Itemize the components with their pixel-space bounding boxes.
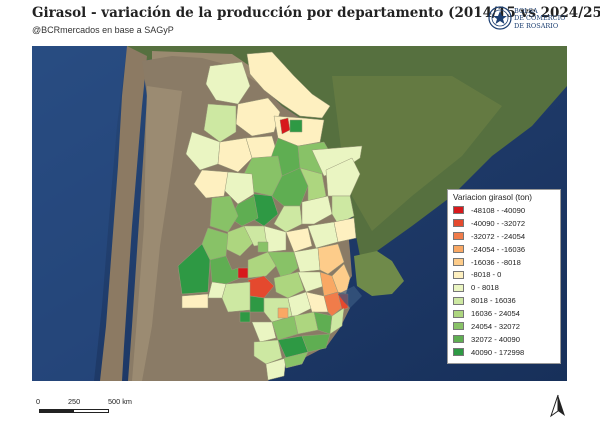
legend-item: -16036 - -8018	[453, 256, 555, 269]
department[interactable]	[257, 241, 269, 253]
scale-label: 0	[36, 397, 41, 406]
map-subtitle: @BCRmercados en base a SAGyP	[32, 25, 174, 35]
andes-chile	[100, 46, 147, 381]
legend-swatch	[453, 206, 464, 215]
department[interactable]	[217, 137, 253, 173]
department[interactable]	[277, 307, 289, 319]
legend-item: 40090 - 172998	[453, 346, 555, 359]
department[interactable]	[253, 339, 283, 365]
scale-label: 250	[68, 397, 81, 406]
department[interactable]	[285, 227, 313, 253]
legend-label: -16036 - -8018	[471, 257, 521, 267]
andes-foothills	[132, 86, 182, 381]
legend-title: Variacion girasol (ton)	[453, 193, 533, 202]
brand-line: DE COMERCIO	[514, 14, 566, 23]
legend-item: -24054 - -16036	[453, 243, 555, 256]
department[interactable]	[221, 281, 251, 313]
legend-label: -8018 - 0	[471, 270, 502, 280]
legend-swatch	[453, 296, 464, 305]
scale-bar-segment	[73, 409, 109, 413]
bcr-emblem-icon	[488, 6, 512, 30]
pacific-ocean	[32, 46, 127, 381]
legend-swatch	[453, 309, 464, 318]
department[interactable]	[273, 271, 305, 299]
legend-swatch	[453, 270, 464, 279]
legend-swatch	[453, 219, 464, 228]
map-title: Girasol - variación de la producción por…	[32, 5, 600, 21]
legend-label: 8018 - 16036	[471, 296, 516, 306]
department[interactable]	[293, 311, 319, 335]
department[interactable]	[239, 311, 251, 323]
map-legend: Variacion girasol (ton) -48108 - -40090-…	[447, 189, 561, 364]
legend-label: 40090 - 172998	[471, 347, 525, 357]
department[interactable]	[317, 243, 345, 275]
paraguay-brazil-forest	[332, 76, 502, 231]
map-canvas	[32, 46, 567, 381]
department[interactable]	[209, 195, 239, 233]
legend-label: 32072 - 40090	[471, 334, 520, 344]
department[interactable]	[265, 357, 287, 381]
department[interactable]	[185, 131, 221, 171]
legend-swatch	[453, 348, 464, 357]
map-view[interactable]	[32, 46, 567, 381]
legend-item: -40090 - -32072	[453, 217, 555, 230]
legend-item: 16036 - 24054	[453, 307, 555, 320]
rio-de-la-plata	[338, 286, 362, 308]
scale-label: 500 km	[108, 397, 132, 406]
uruguay	[354, 251, 404, 296]
legend-item: -8018 - 0	[453, 268, 555, 281]
brand-line: DE ROSARIO	[514, 21, 559, 30]
legend-item: 8018 - 16036	[453, 294, 555, 307]
department[interactable]	[273, 205, 303, 233]
legend-item: 24054 - 32072	[453, 320, 555, 333]
legend-label: 24054 - 32072	[471, 321, 520, 331]
legend-item: -48108 - -40090	[453, 204, 555, 217]
department[interactable]	[289, 119, 303, 133]
department[interactable]	[246, 51, 331, 119]
department[interactable]	[301, 333, 331, 353]
legend-swatch	[453, 258, 464, 266]
department[interactable]	[247, 251, 277, 279]
legend-swatch	[453, 335, 464, 344]
legend-label: -24054 - -16036	[471, 244, 526, 254]
legend-swatch	[453, 283, 464, 292]
department[interactable]	[287, 291, 313, 317]
department[interactable]	[251, 321, 277, 343]
legend-items: -48108 - -40090 -40090 - -32072 -32072 - -…	[453, 204, 555, 359]
department[interactable]	[177, 243, 211, 295]
legend-swatch	[453, 322, 464, 331]
legend-label: -48108 - -40090	[471, 205, 526, 215]
bcr-logo: BOLSA DE COMERCIO DE ROSARIO	[488, 6, 568, 34]
department[interactable]	[207, 281, 227, 299]
legend-label: 16036 - 24054	[471, 309, 520, 319]
department[interactable]	[203, 103, 237, 143]
legend-item: -32072 - -24054	[453, 230, 555, 243]
north-arrow-icon	[550, 394, 565, 418]
legend-item: 32072 - 40090	[453, 333, 555, 346]
scale-bar-segment	[39, 409, 73, 413]
departments-layer[interactable]	[177, 51, 363, 381]
department[interactable]	[193, 169, 229, 199]
scale-bar: 0 250 500 km	[36, 397, 176, 419]
legend-swatch	[453, 232, 464, 241]
department[interactable]	[181, 293, 209, 309]
department[interactable]	[301, 195, 333, 225]
legend-swatch	[453, 245, 464, 254]
department[interactable]	[331, 263, 351, 295]
department[interactable]	[249, 295, 265, 313]
legend-label: 0 - 8018	[471, 283, 499, 293]
department[interactable]	[283, 351, 309, 369]
department[interactable]	[329, 307, 345, 335]
department[interactable]	[333, 217, 357, 243]
legend-item: 0 - 8018	[453, 281, 555, 294]
department[interactable]	[237, 267, 249, 279]
legend-label: -40090 - -32072	[471, 218, 526, 228]
department[interactable]	[325, 157, 361, 197]
legend-label: -32072 - -24054	[471, 231, 526, 241]
brand-line: BOLSA	[514, 7, 538, 15]
